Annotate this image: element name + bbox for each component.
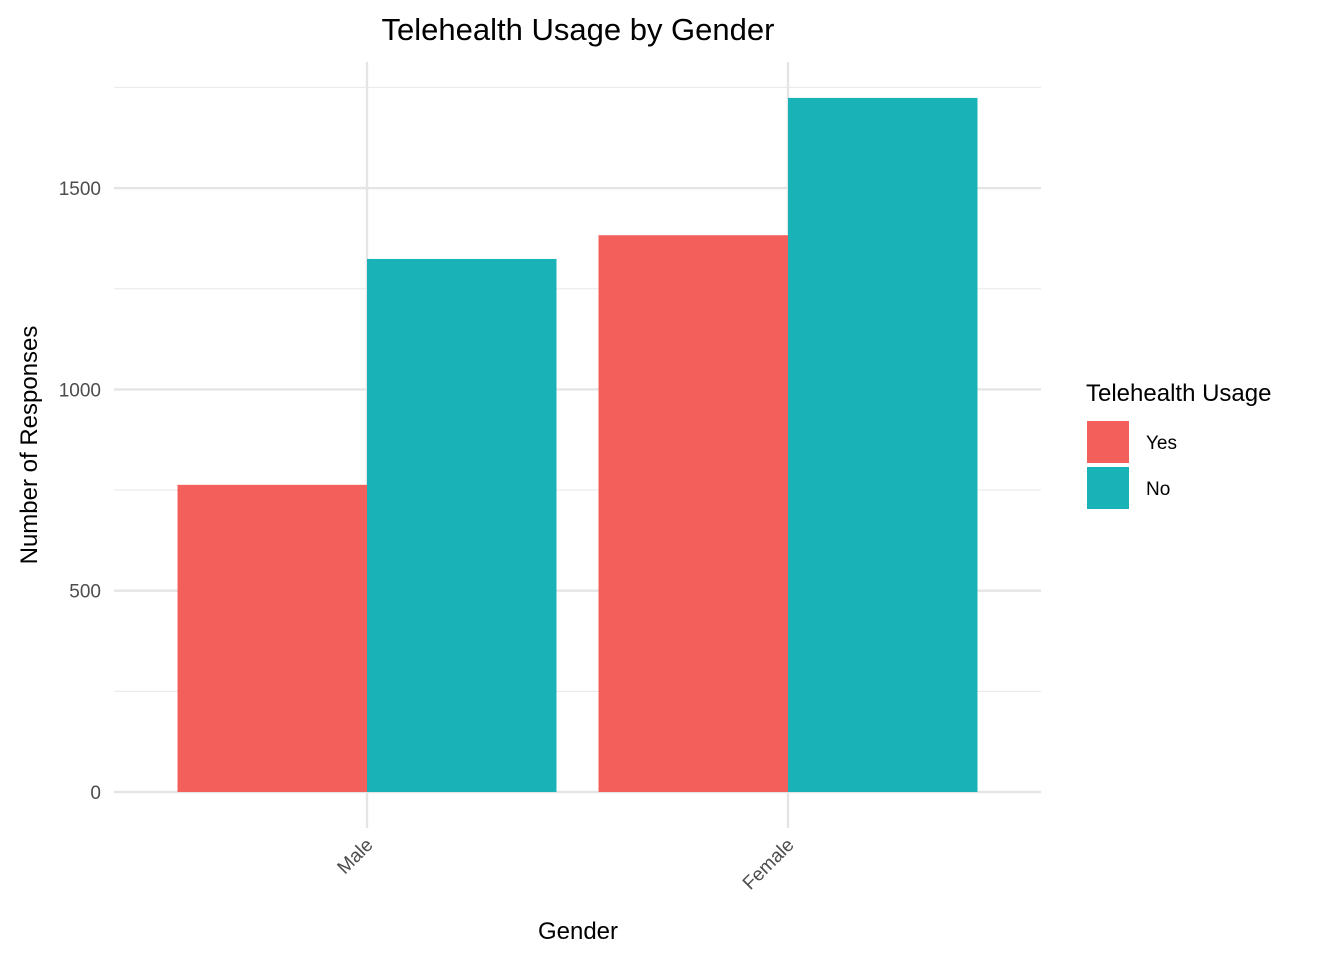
- y-tick-label-3: 1500: [59, 179, 101, 200]
- bar-female-no: [788, 97, 978, 792]
- y-tick-label-0: 0: [90, 783, 101, 804]
- bars: [177, 97, 978, 792]
- bar-male-yes: [177, 484, 367, 792]
- legend-label-yes: Yes: [1146, 433, 1177, 454]
- x-tick-label-female: Female: [739, 835, 799, 895]
- legend-title: Telehealth Usage: [1086, 380, 1271, 407]
- bar-female-yes: [598, 235, 788, 792]
- y-axis-ticks: 0 500 1000 1500: [59, 179, 101, 804]
- x-axis-ticks: Male Female: [334, 835, 799, 895]
- chart-title: Telehealth Usage by Gender: [382, 12, 775, 47]
- y-tick-label-2: 1000: [59, 380, 101, 401]
- y-axis-title: Number of Responses: [16, 326, 43, 565]
- legend: Telehealth Usage Yes No: [1086, 380, 1271, 509]
- x-axis-title: Gender: [538, 918, 618, 945]
- y-tick-label-1: 500: [69, 582, 101, 603]
- x-tick-label-male: Male: [334, 835, 378, 879]
- legend-swatch-yes: [1087, 421, 1129, 463]
- legend-swatch-no: [1087, 467, 1129, 509]
- legend-items: Yes No: [1087, 421, 1177, 509]
- legend-label-no: No: [1146, 479, 1170, 500]
- bar-male-no: [367, 258, 557, 792]
